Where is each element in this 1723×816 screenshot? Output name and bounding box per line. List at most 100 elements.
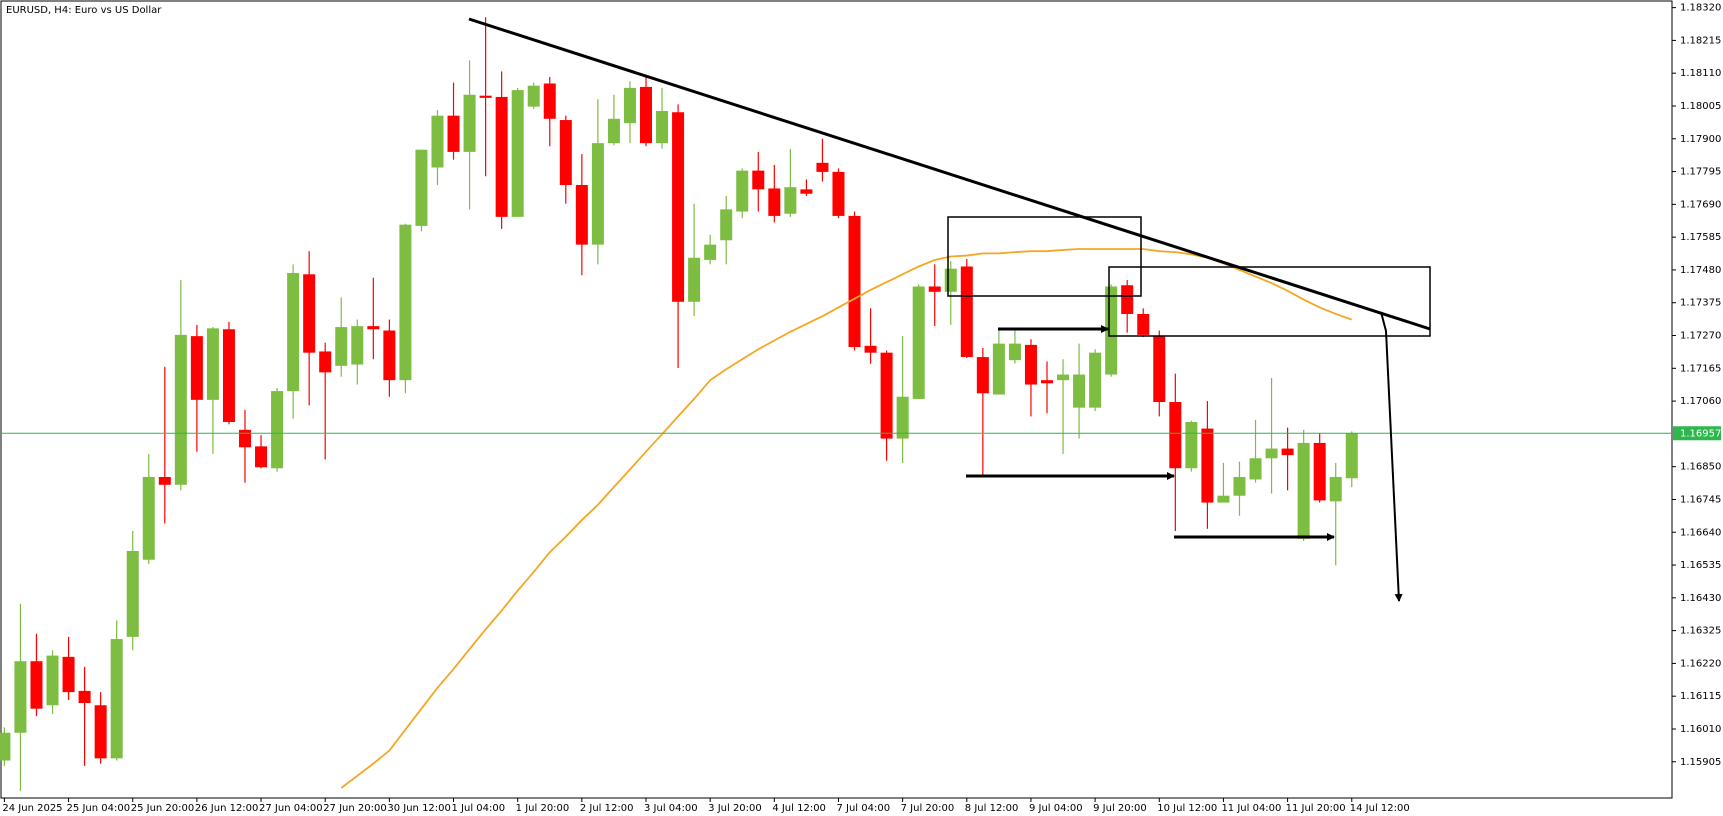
candle-body — [351, 326, 364, 365]
candle-body — [880, 352, 893, 439]
y-tick-label: 1.16430 — [1680, 593, 1721, 604]
candle-body — [303, 274, 316, 353]
y-tick-label: 1.17270 — [1680, 331, 1721, 342]
x-tick-label: 7 Jul 20:00 — [901, 803, 955, 814]
x-tick-label: 27 Jun 04:00 — [259, 803, 323, 814]
candle-body — [335, 327, 348, 366]
candle-body — [575, 184, 588, 245]
zone-box — [947, 216, 1142, 297]
candle-body — [1185, 422, 1198, 469]
candle-body — [816, 162, 829, 172]
candle-body — [62, 656, 75, 693]
candle-body — [255, 446, 268, 468]
y-tick-label: 1.15905 — [1680, 757, 1721, 768]
candle-body — [206, 328, 219, 400]
candle-body — [30, 661, 43, 709]
y-tick-label: 1.17165 — [1680, 363, 1721, 374]
candle-body — [46, 655, 59, 706]
current-price-label: 1.16957 — [1680, 428, 1721, 439]
candle-body — [1313, 442, 1326, 501]
candle-body — [752, 170, 765, 190]
candle-body — [1024, 344, 1037, 385]
candle-body — [1249, 458, 1262, 480]
x-tick-label: 7 Jul 04:00 — [836, 803, 890, 814]
y-tick-label: 1.17690 — [1680, 199, 1721, 210]
x-tick-label: 1 Jul 04:00 — [452, 803, 506, 814]
candle-body — [1201, 428, 1214, 503]
candle-body — [768, 188, 781, 216]
candle-body — [78, 690, 91, 704]
x-tick-label: 9 Jul 04:00 — [1029, 803, 1083, 814]
candle-body — [944, 268, 957, 292]
candle-body — [479, 95, 492, 98]
x-tick-label: 11 Jul 04:00 — [1221, 803, 1281, 814]
candle-body — [527, 85, 540, 107]
y-tick-label: 1.16220 — [1680, 658, 1721, 669]
candle-body — [1345, 433, 1358, 479]
candle-body — [190, 336, 203, 400]
plot-area — [0, 17, 1358, 792]
x-tick-label: 8 Jul 12:00 — [965, 803, 1019, 814]
candle-body — [688, 257, 701, 302]
candle-body — [1233, 476, 1246, 496]
candle-body — [704, 244, 717, 260]
candle-body — [1297, 442, 1310, 539]
candle-body — [607, 118, 620, 144]
zone-box — [1108, 266, 1431, 337]
candle-body — [992, 343, 1005, 395]
projection-arrow — [1380, 311, 1403, 602]
candle-body — [559, 120, 572, 185]
candle-body — [896, 396, 909, 439]
current-price-tag — [1673, 426, 1721, 441]
candle-body — [800, 189, 813, 194]
candle-body — [848, 215, 861, 348]
y-tick-label: 1.16535 — [1680, 560, 1721, 571]
x-tick-label: 3 Jul 04:00 — [644, 803, 698, 814]
y-tick-label: 1.17900 — [1680, 134, 1721, 145]
candle-body — [415, 149, 428, 226]
plot-frame — [0, 0, 1673, 799]
candle-body — [672, 112, 685, 302]
candle-body — [864, 345, 877, 353]
annotations — [468, 17, 1431, 602]
candle-body — [1008, 343, 1021, 361]
candle-body — [94, 705, 107, 759]
candle-body — [960, 266, 973, 358]
y-tick-label: 1.16850 — [1680, 462, 1721, 473]
candle-body — [1057, 374, 1070, 381]
x-tick-label: 30 Jun 12:00 — [387, 803, 451, 814]
candle-body — [1153, 336, 1166, 403]
candle-body — [591, 143, 604, 245]
candle-body — [1217, 495, 1230, 503]
chart-title: EURUSD, H4: Euro vs US Dollar — [6, 5, 162, 16]
y-tick-label: 1.16115 — [1680, 691, 1721, 702]
candle-body — [319, 351, 332, 373]
candle-body — [656, 110, 669, 144]
x-tick-label: 25 Jun 20:00 — [131, 803, 195, 814]
y-tick-label: 1.17375 — [1680, 298, 1721, 309]
candle-body — [142, 476, 155, 560]
x-tick-label: 24 Jun 2025 — [2, 803, 62, 814]
candle-body — [222, 329, 235, 423]
x-tick-label: 26 Jun 12:00 — [195, 803, 259, 814]
y-tick-label: 1.16325 — [1680, 626, 1721, 637]
y-tick-label: 1.18005 — [1680, 101, 1721, 112]
candle-body — [784, 187, 797, 214]
x-tick-label: 4 Jul 12:00 — [772, 803, 826, 814]
candle-body — [431, 115, 444, 168]
candle-body — [110, 639, 123, 759]
candle-body — [271, 391, 284, 469]
candle-body — [912, 286, 925, 399]
candle-body — [174, 334, 187, 485]
candle-body — [1041, 380, 1053, 384]
y-tick-label: 1.18110 — [1680, 68, 1721, 79]
y-tick-label: 1.18320 — [1680, 3, 1721, 14]
candle-body — [1169, 402, 1182, 469]
candle-body — [736, 170, 749, 212]
y-tick-label: 1.17585 — [1680, 232, 1721, 243]
y-tick-label: 1.16010 — [1680, 724, 1721, 735]
candle-body — [928, 286, 941, 292]
moving-average — [340, 248, 1353, 789]
candle-body — [511, 90, 524, 217]
